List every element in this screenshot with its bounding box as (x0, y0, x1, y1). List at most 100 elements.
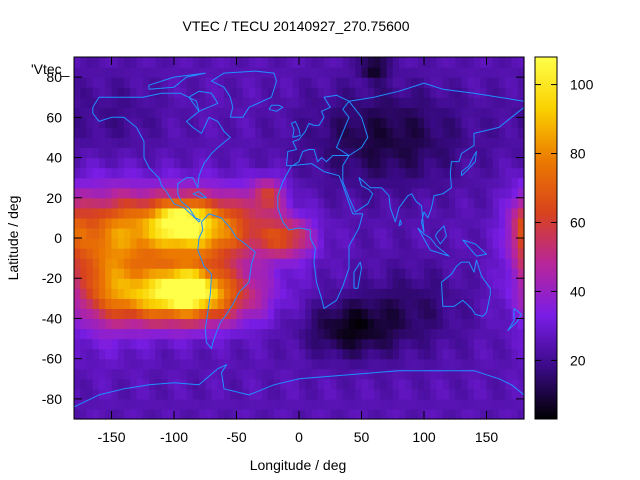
heatmap-cell (224, 157, 231, 169)
heatmap-cell (436, 107, 444, 118)
heatmap-cell (324, 338, 331, 350)
heatmap-cell (380, 67, 388, 78)
heatmap-cell (255, 278, 263, 289)
heatmap-cell (499, 238, 506, 249)
heatmap-cell (330, 57, 338, 68)
heatmap-cell (436, 288, 444, 299)
heatmap-cell (211, 278, 219, 289)
heatmap-cell (424, 77, 431, 88)
heatmap-cell (217, 348, 225, 360)
heatmap-cell (492, 157, 500, 169)
heatmap-cell (105, 358, 113, 370)
heatmap-cell (117, 227, 125, 239)
heatmap-cell (317, 197, 325, 209)
heatmap-cell (286, 177, 294, 189)
heatmap-cell (186, 157, 194, 169)
heatmap-cell (111, 338, 119, 350)
heatmap-cell (461, 358, 469, 370)
heatmap-cell (80, 278, 88, 289)
heatmap-cell (480, 107, 488, 118)
heatmap-cell (511, 328, 519, 340)
heatmap-cell (130, 338, 138, 350)
heatmap-cell (74, 278, 81, 289)
heatmap-cell (249, 117, 256, 128)
heatmap-cell (261, 127, 269, 139)
heatmap-cell (142, 298, 150, 309)
heatmap-cell (492, 207, 500, 219)
heatmap-cell (436, 117, 444, 128)
heatmap-cell (99, 268, 106, 279)
heatmap-cell (355, 268, 363, 279)
heatmap-cell (317, 167, 325, 179)
heatmap-cell (505, 97, 513, 108)
heatmap-cell (424, 288, 431, 299)
heatmap-cell (336, 318, 344, 330)
heatmap-cell (442, 238, 450, 249)
heatmap-cell (92, 408, 100, 420)
heatmap-cell (449, 157, 456, 169)
heatmap-cell (267, 117, 275, 128)
heatmap-cell (417, 77, 425, 88)
heatmap-cell (217, 278, 225, 289)
heatmap-cell (199, 288, 206, 299)
heatmap-cell (267, 358, 275, 370)
heatmap-cell (367, 87, 375, 98)
heatmap-cell (361, 238, 369, 249)
heatmap-cell (355, 348, 363, 360)
heatmap-cell (467, 298, 475, 309)
heatmap-cell (199, 157, 206, 169)
heatmap-cell (149, 288, 156, 299)
heatmap-cell (367, 258, 375, 269)
heatmap-cell (117, 348, 125, 360)
heatmap-cell (117, 167, 125, 179)
heatmap-cell (374, 258, 381, 269)
heatmap-cell (261, 388, 269, 400)
heatmap-cell (217, 358, 225, 370)
heatmap-cell (224, 238, 231, 249)
heatmap-cell (292, 408, 300, 420)
heatmap-cell (180, 77, 188, 88)
heatmap-cell (355, 298, 363, 309)
heatmap-cell (242, 298, 250, 309)
heatmap-cell (111, 378, 119, 390)
heatmap-cell (274, 388, 281, 400)
heatmap-cell (299, 137, 306, 149)
heatmap-cell (186, 67, 194, 78)
heatmap-cell (236, 248, 244, 259)
heatmap-cell (424, 97, 431, 108)
x-axis: -150 -100 -50 0 50 100 150 (97, 57, 498, 445)
heatmap-cell (392, 268, 400, 279)
heatmap-cell (217, 77, 225, 88)
heatmap-cell (199, 308, 206, 320)
heatmap-cell (117, 57, 125, 68)
heatmap-cell (361, 97, 369, 108)
heatmap-cell (411, 358, 419, 370)
heatmap-cell (192, 318, 200, 330)
heatmap-cell (349, 248, 356, 259)
heatmap-cell (92, 368, 100, 380)
heatmap-cell (505, 288, 513, 299)
x-tick-label: 0 (295, 429, 303, 445)
heatmap-cell (136, 398, 144, 410)
heatmap-cell (161, 197, 169, 209)
heatmap-cell (224, 248, 231, 259)
heatmap-cell (505, 217, 513, 229)
heatmap-cell (430, 398, 438, 410)
heatmap-cell (342, 197, 350, 209)
heatmap-cell (311, 348, 319, 360)
heatmap-cell (330, 167, 338, 179)
heatmap-cell (511, 358, 519, 370)
heatmap-cell (117, 378, 125, 390)
heatmap-cell (455, 278, 463, 289)
heatmap-cell (511, 238, 519, 249)
heatmap-cell (424, 197, 431, 209)
heatmap-cell (436, 368, 444, 380)
heatmap-cell (74, 157, 81, 169)
heatmap-cell (442, 97, 450, 108)
heatmap-cell (461, 288, 469, 299)
heatmap-cell (474, 308, 481, 320)
heatmap-cell (305, 358, 313, 370)
heatmap-cell (199, 127, 206, 139)
heatmap-cell (236, 157, 244, 169)
heatmap-cell (386, 187, 394, 199)
